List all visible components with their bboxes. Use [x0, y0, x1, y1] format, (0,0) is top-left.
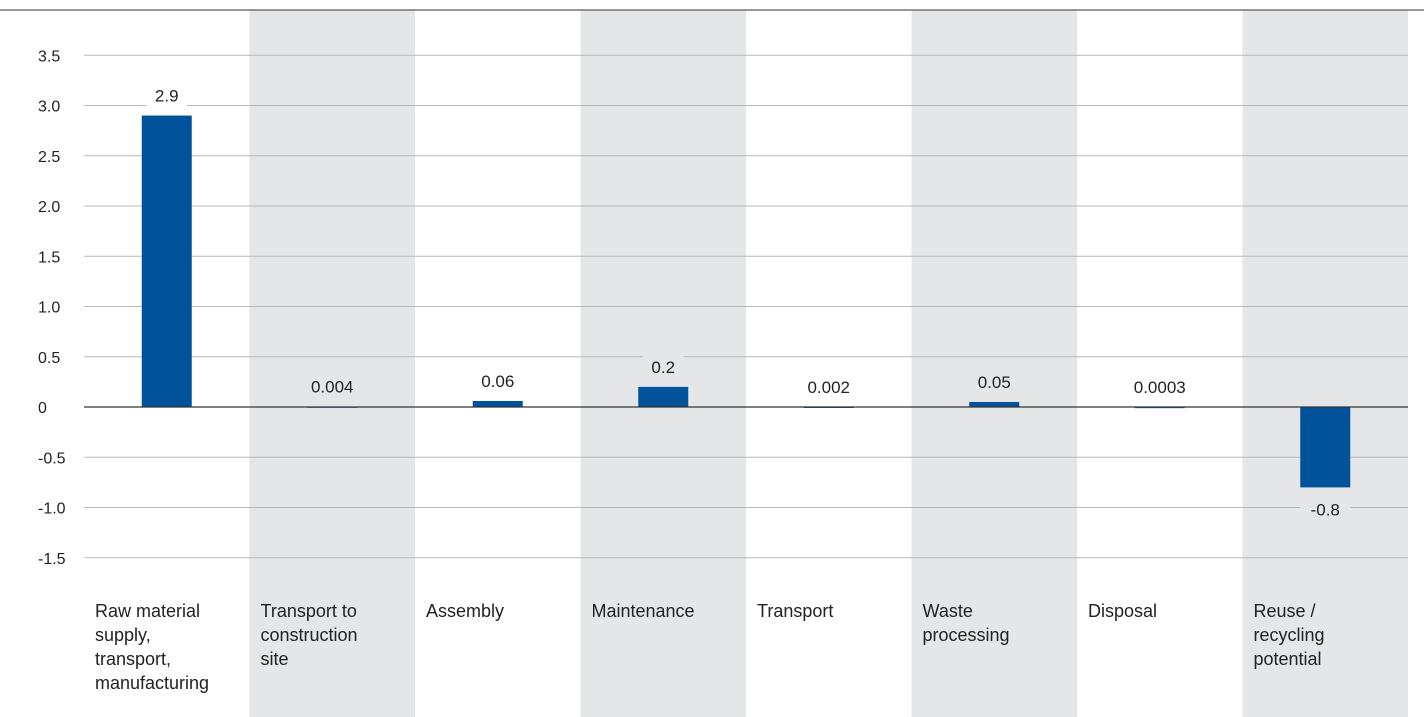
bar	[1300, 407, 1351, 488]
data-label: 0.004	[311, 378, 354, 397]
category-label: Disposal	[1088, 601, 1157, 621]
data-label-background	[643, 355, 684, 380]
data-label: 0.2	[651, 358, 675, 377]
category-label: Assembly	[426, 601, 504, 621]
data-label: -0.8	[1311, 500, 1340, 519]
y-tick-label: 0	[38, 400, 47, 417]
data-label-background	[472, 369, 523, 394]
data-label-background	[1300, 498, 1351, 523]
category-label: manufacturing	[95, 673, 209, 693]
y-axis: 3.5 3.0 2.5 2.0 1.5 1.0 0.5 0 -0.5 -1.0 -1.5	[38, 48, 66, 568]
bar	[472, 400, 523, 407]
category-label: Reuse /	[1254, 601, 1316, 621]
y-tick-label: -0.5	[38, 450, 66, 467]
y-tick-label: 2.0	[38, 199, 60, 216]
data-label: 2.9	[155, 87, 179, 106]
data-label-background	[302, 375, 362, 400]
data-label: 0.0003	[1134, 378, 1186, 397]
data-label: 0.05	[978, 373, 1011, 392]
bar	[638, 386, 689, 407]
category-band	[911, 10, 1077, 717]
category-label: processing	[923, 625, 1010, 645]
y-tick-label: 3.5	[38, 48, 60, 65]
category-label: Maintenance	[592, 601, 695, 621]
category-band	[1242, 10, 1408, 717]
y-tick-label: 1.5	[38, 249, 60, 266]
data-labels: 2.9 0.004 0.06 0.2 0.002 0.05 0.0003 -0.8	[146, 84, 1351, 523]
category-label: site	[261, 649, 289, 669]
category-label: Raw material	[95, 601, 200, 621]
category-band	[249, 10, 415, 717]
data-label-background	[1125, 375, 1195, 400]
x-axis-categories: Raw material supply, transport, manufacturi…	[95, 601, 1325, 693]
category-label: Waste	[923, 601, 973, 621]
y-tick-label: -1.5	[38, 551, 66, 568]
category-label: Transport to	[261, 601, 357, 621]
y-tick-label: 2.5	[38, 149, 60, 166]
data-label-background	[969, 370, 1020, 395]
category-label: construction	[261, 625, 358, 645]
category-label: Transport	[757, 601, 833, 621]
y-tick-label: -1.0	[38, 501, 66, 518]
bar	[141, 115, 192, 408]
category-label: supply,	[95, 625, 151, 645]
category-label: transport,	[95, 649, 171, 669]
data-label-background	[146, 84, 187, 109]
bars	[141, 115, 1351, 488]
y-tick-label: 1.0	[38, 300, 60, 317]
data-label: 0.06	[481, 372, 514, 391]
category-label: recycling	[1254, 625, 1325, 645]
data-label-background	[799, 375, 859, 400]
bar	[969, 401, 1020, 407]
category-label: potential	[1254, 649, 1322, 669]
gridlines	[84, 54, 1408, 559]
y-tick-label: 0.5	[38, 350, 60, 367]
data-label: 0.002	[807, 378, 850, 397]
y-tick-label: 3.0	[38, 99, 60, 116]
